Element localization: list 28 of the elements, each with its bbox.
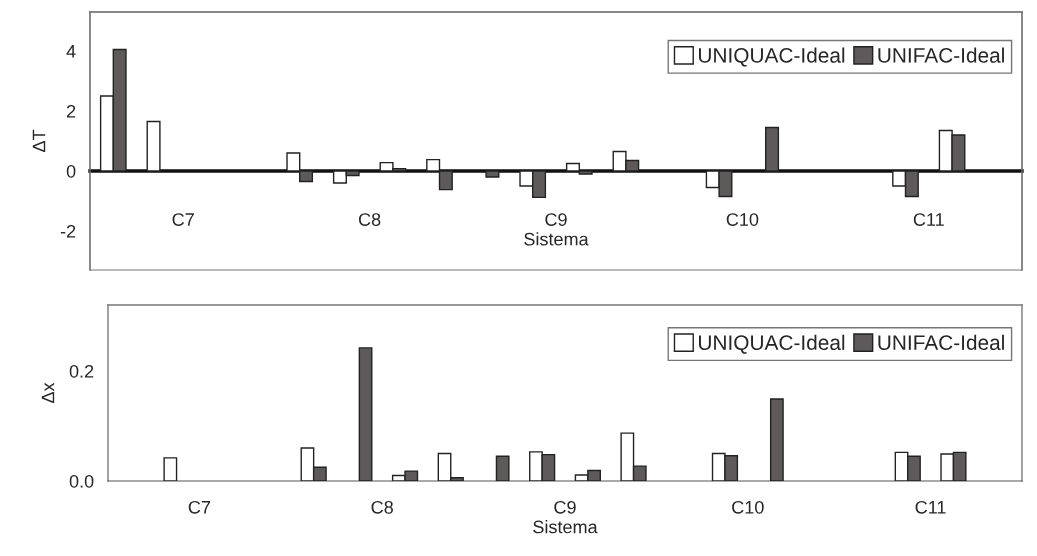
x-tick-label: C11 (913, 213, 944, 226)
x-tick-label: C11 (915, 500, 946, 514)
x-tick-label: C9 (554, 500, 576, 514)
y-tick-label: 0 (66, 164, 76, 178)
x-tick-label: C10 (732, 500, 764, 514)
y-tick-label: 0.0 (69, 474, 94, 488)
x-tick-label: C9 (545, 213, 567, 226)
legend-label: UNIQUAC-Ideal (699, 334, 845, 354)
x-axis-title: Sistema (533, 520, 598, 534)
x-tick-label: C8 (358, 213, 381, 226)
bar (146, 120, 161, 172)
legend-label: UNIFAC-Ideal (878, 47, 1004, 63)
x-tick-label: C8 (371, 500, 393, 514)
bar (765, 126, 780, 172)
y-axis-title: Δx (41, 382, 55, 404)
y-axis-title: ΔT (32, 129, 46, 153)
x-axis-title: Sistema (524, 232, 589, 246)
y-tick-label: 2 (66, 104, 76, 118)
x-tick-label: C10 (726, 213, 759, 226)
y-tick-label: 0.2 (69, 364, 94, 378)
bar (163, 457, 178, 481)
y-tick-label: 4 (66, 45, 76, 58)
x-tick-label: C7 (188, 500, 211, 514)
legend-label: UNIQUAC-Ideal (699, 47, 845, 67)
y-tick-label: -2 (60, 224, 76, 238)
bar (485, 170, 500, 178)
x-tick-label: C7 (172, 213, 194, 226)
legend-label: UNIFAC-Ideal (878, 334, 1004, 351)
